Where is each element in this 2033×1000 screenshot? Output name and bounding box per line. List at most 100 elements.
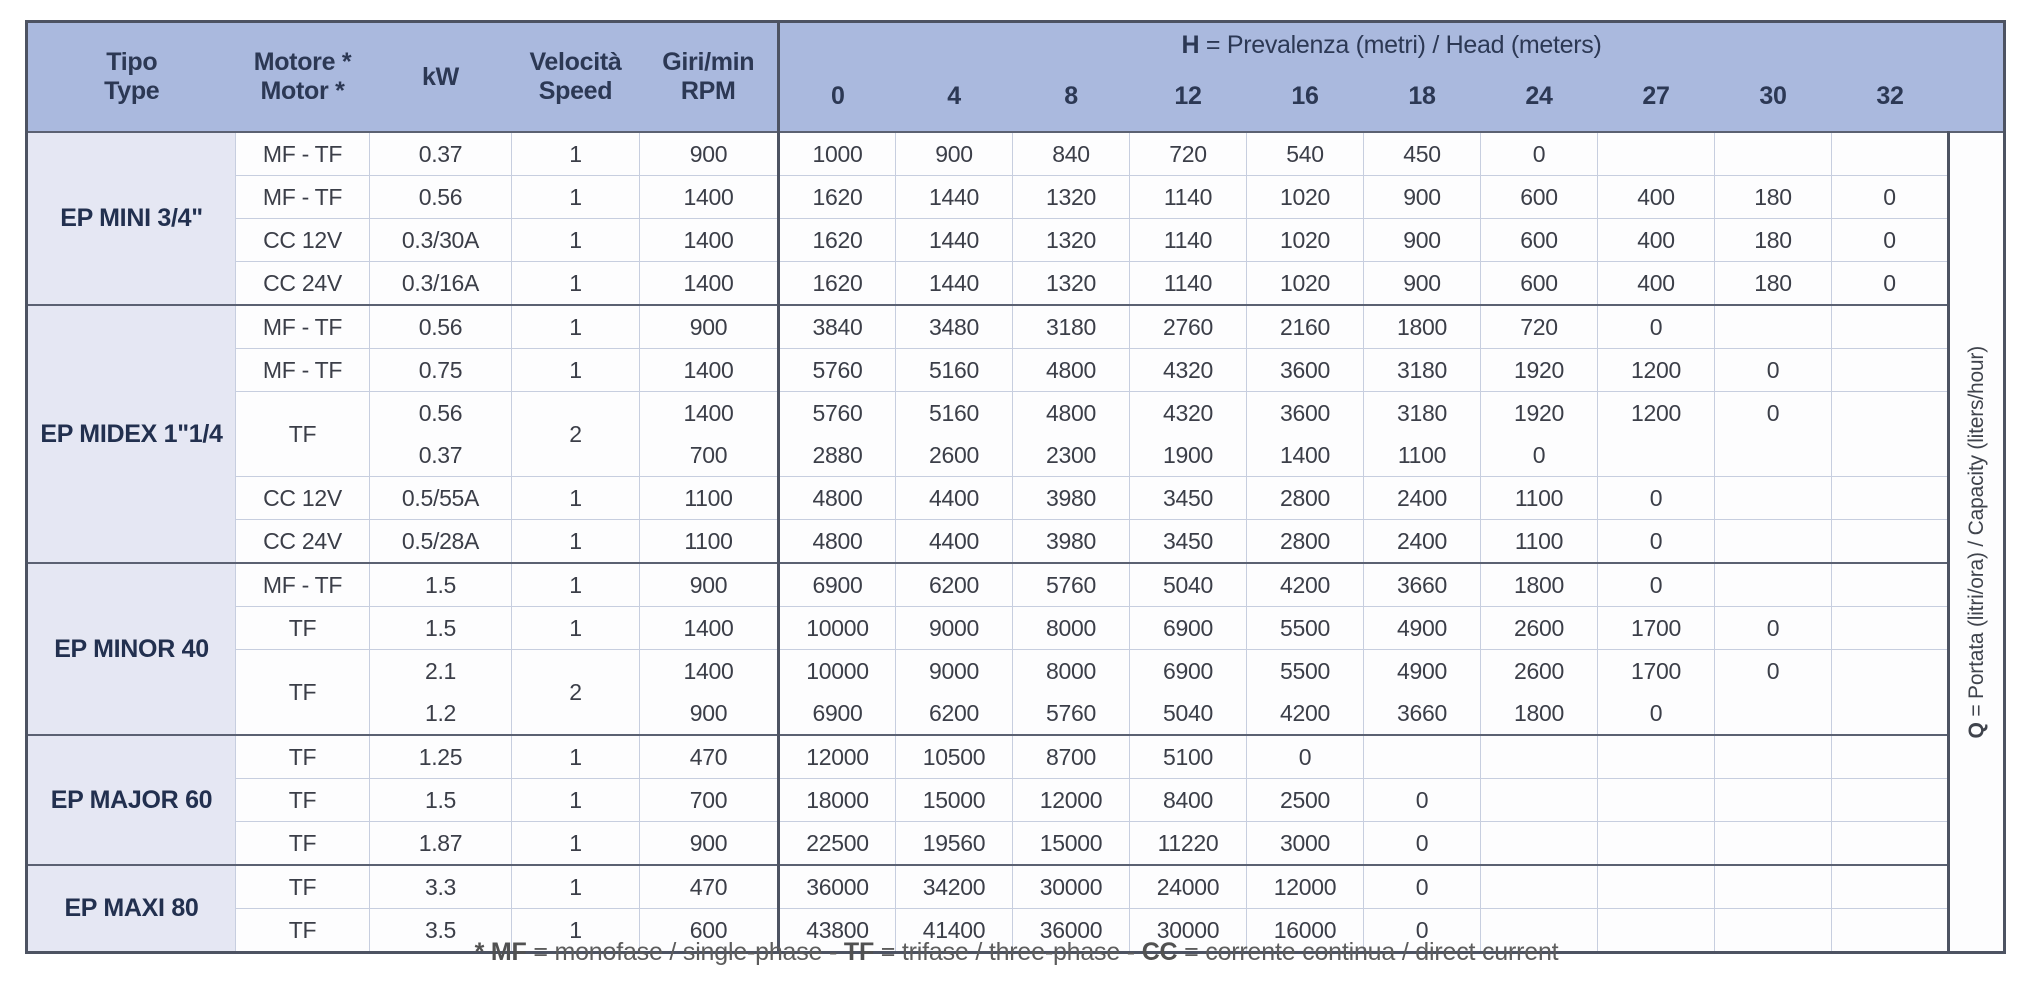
h-value-cell: 12000: [777, 734, 896, 779]
speed-cell: 2: [511, 391, 640, 477]
rpm-cell: 900: [639, 304, 779, 349]
table-row: TF 0.56 0.37 2 1400 700 5760 2880 5160 2600 4800 23…: [27, 391, 2005, 477]
kw-cell: 0.3/16A: [369, 261, 512, 306]
tipo-cell: EP MAJOR 60: [26, 734, 236, 866]
speed-cell: 1: [511, 864, 640, 909]
h-col-18: 18: [1363, 67, 1481, 132]
table-row: EP MINI 3/4" MF - TF 0.37 1 900 1000 900 840 720…: [26, 131, 2005, 953]
h-value-cell: 2600 1800: [1480, 649, 1598, 736]
h-value-cell: 30000: [1129, 908, 1247, 953]
h-value-cell: 36000: [777, 864, 896, 909]
h-value-cell: 3660: [1363, 562, 1481, 607]
h-value-cell: 0: [1714, 649, 1832, 736]
motore-cell: MF - TF: [235, 348, 370, 392]
h-value-cell: 5500: [1246, 606, 1364, 650]
table-row: MF - TF 0.75 1 1400 5760 5160 4800 4320 3600 3180…: [27, 348, 2005, 392]
h-value-cell: [1714, 131, 1832, 176]
table-row: CC 12V 0.3/30A 1 1400 1620 1440 1320 1140 1020 90…: [27, 218, 2005, 262]
h-value-cell: 1200: [1597, 391, 1715, 477]
h-value-cell: 1140: [1129, 218, 1247, 262]
h-value-cell: 1920 0: [1480, 391, 1598, 477]
rpm-cell: 1400: [639, 218, 779, 262]
speed-cell: 1: [511, 304, 640, 349]
motore-cell: TF: [235, 821, 370, 866]
h-value-cell: 1700 0: [1597, 649, 1715, 736]
h-value-cell: 6900 5040: [1129, 649, 1247, 736]
h-col-30: 30: [1714, 67, 1832, 132]
h-value-cell: [1597, 821, 1715, 866]
kw-cell: 3.3: [369, 864, 512, 909]
rpm-cell: 700: [639, 778, 779, 822]
head-title-symbol: H: [1181, 30, 1200, 59]
table-row: EP MAJOR 60 TF 1.25 1 470 12000 10500 8700 5100 0: [26, 734, 2005, 866]
h-value-cell: 2800: [1246, 476, 1364, 520]
q-axis-label-cell: Q = Portata (litri/ora) / Capacity (lite…: [1947, 131, 2005, 953]
h-value-cell: 3600: [1246, 348, 1364, 392]
kw-cell: 0.75: [369, 348, 512, 392]
h-value-cell: [1480, 821, 1598, 866]
rpm-cell: 1400: [639, 175, 779, 219]
h-col-32: 32: [1831, 67, 1949, 132]
h-value-cell: 2600: [1480, 606, 1598, 650]
col-header-rpm-line1: Giri/min: [662, 48, 755, 76]
h-value-cell: 1100: [1480, 519, 1598, 564]
h-value-cell: [1480, 864, 1598, 909]
h-value-cell: 1620: [777, 261, 896, 306]
h-col-16: 16: [1246, 67, 1364, 132]
q-axis-label: Q = Portata (litri/ora) / Capacity (lite…: [1964, 345, 1988, 739]
h-value-cell: 1000: [777, 131, 896, 176]
h-value-cell: [1480, 778, 1598, 822]
rpm-cell: 1400: [639, 606, 779, 650]
head-title-text: = Prevalenza (metri) / Head (meters): [1199, 30, 1602, 59]
h-value-cell: 19560: [895, 821, 1013, 866]
h-value-cell: [1831, 864, 1949, 909]
h-value-cell: 12000: [1246, 864, 1364, 909]
h-value-cell: 0: [1363, 908, 1481, 953]
speed-cell: 1: [511, 476, 640, 520]
h-value-cell: 0: [1597, 562, 1715, 607]
h-value-cell: [1597, 908, 1715, 953]
speed-cell: 1: [511, 131, 640, 176]
h-value-cell: 22500: [777, 821, 896, 866]
h-value-cell: 0: [1363, 778, 1481, 822]
h-value-cell: 840: [1012, 131, 1130, 176]
footnote-text: = trifase / three-phase -: [874, 938, 1142, 966]
h-value-cell: 2160: [1246, 304, 1364, 349]
h-value-cell: 18000: [777, 778, 896, 822]
h-value-cell: 3180: [1363, 348, 1481, 392]
motore-cell: CC 12V: [235, 476, 370, 520]
col-header-tipo-line2: Type: [104, 77, 160, 105]
kw-cell: 0.56: [369, 304, 512, 349]
kw-cell: 1.87: [369, 821, 512, 866]
h-value-cell: 1320: [1012, 261, 1130, 306]
h-value-cell: [1714, 476, 1832, 520]
h-value-cell: 6200: [895, 562, 1013, 607]
kw-cell: 0.56: [369, 175, 512, 219]
h-value-cell: 900: [895, 131, 1013, 176]
h-value-cell: 400: [1597, 261, 1715, 306]
h-value-cell: 0: [1831, 261, 1949, 306]
h-value-cell: 3600 1400: [1246, 391, 1364, 477]
h-value-cell: 4900 3660: [1363, 649, 1481, 736]
speed-cell: 1: [511, 778, 640, 822]
rpm-cell: 1400: [639, 348, 779, 392]
motore-cell: CC 12V: [235, 218, 370, 262]
h-value-cell: 15000: [895, 778, 1013, 822]
h-value-cell: 1440: [895, 218, 1013, 262]
rpm-cell: 470: [639, 864, 779, 909]
h-value-cell: [1831, 778, 1949, 822]
h-value-cell: [1480, 908, 1598, 953]
speed-cell: 1: [511, 821, 640, 866]
h-value-cell: 11220: [1129, 821, 1247, 866]
h-value-cell: 3980: [1012, 519, 1130, 564]
motore-cell: MF - TF: [235, 131, 370, 176]
h-value-cell: 0: [1831, 218, 1949, 262]
rpm-cell: 900: [639, 821, 779, 866]
pump-spec-table: Tipo Type Motore * Motor * kW Velocità S…: [25, 20, 2006, 954]
col-header-velocita: Velocità Speed: [511, 21, 640, 132]
h-value-cell: 540: [1246, 131, 1364, 176]
tipo-cell: EP MIDEX 1"1/4: [26, 304, 236, 564]
speed-cell: 1: [511, 519, 640, 564]
h-value-cell: 3480: [895, 304, 1013, 349]
h-value-cell: 15000: [1012, 821, 1130, 866]
